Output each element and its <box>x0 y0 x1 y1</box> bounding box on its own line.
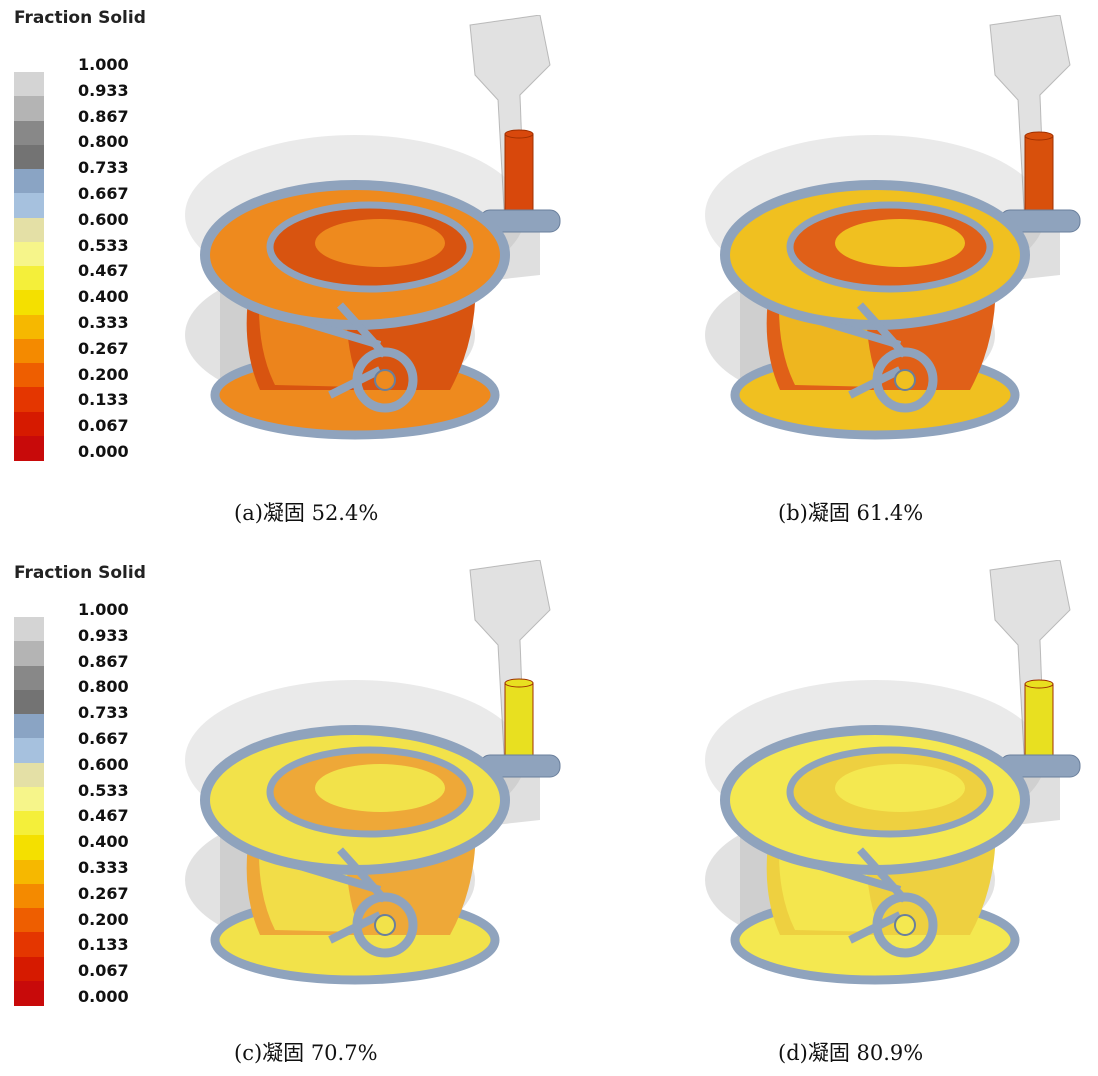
legend-title: Fraction Solid <box>14 8 146 28</box>
ring-opening <box>835 764 965 812</box>
riser <box>504 133 534 216</box>
riser-top <box>504 678 534 688</box>
hub-center <box>374 914 396 936</box>
legend-swatch <box>14 144 44 170</box>
legend-tick-label: 0.867 <box>78 106 129 126</box>
legend-tick-label: 0.467 <box>78 806 129 826</box>
legend-tick-label: 0.867 <box>78 651 129 671</box>
legend-swatch <box>14 241 44 267</box>
legend-tick-label: 0.600 <box>78 209 129 229</box>
legend-swatch <box>14 859 44 885</box>
legend-swatch <box>14 811 44 836</box>
legend-tick-label: 0.267 <box>78 338 129 358</box>
legend-swatch <box>14 932 44 957</box>
hub-ring <box>352 347 418 413</box>
ring-opening <box>835 219 965 267</box>
legend-swatch <box>14 617 44 642</box>
legend-tick-label: 0.133 <box>78 390 129 410</box>
legend-swatch <box>14 169 44 194</box>
legend-swatch <box>14 435 44 461</box>
legend-swatch <box>14 411 44 437</box>
legend-tick-label: 0.667 <box>78 729 129 748</box>
legend-tick-label: 1.000 <box>78 600 129 619</box>
legend-tick-label: 0.533 <box>78 235 129 255</box>
legend-tick-label: 0.400 <box>78 287 129 307</box>
legend-swatch <box>14 908 44 933</box>
legend-swatch <box>14 689 44 715</box>
legend-swatch <box>14 290 44 315</box>
legend-swatch <box>14 120 44 146</box>
legend-tick-label: 0.067 <box>78 961 129 981</box>
panel-c: Fraction Solid 1.000 0.933 0.867 0.800 0.733… <box>0 545 1098 1076</box>
hub-center <box>374 369 396 391</box>
legend-tick-label: 0.733 <box>78 158 129 178</box>
panel-a: Fraction Solid 1.000 0.933 0.867 0.800 0.733… <box>14 8 561 525</box>
hub-center <box>894 914 916 936</box>
casting-simulation-c <box>185 560 561 985</box>
caption-a: (a)凝固 52.4% <box>234 501 379 525</box>
riser-top <box>1024 131 1054 141</box>
hub-ring <box>352 892 418 958</box>
casting-simulation-b <box>705 15 1081 440</box>
caption-d: (d)凝固 80.9% <box>778 1041 924 1065</box>
panel-b: (b)凝固 61.4% <box>705 15 1081 525</box>
caption-c: (c)凝固 70.7% <box>234 1041 378 1065</box>
legend-tick-label: 0.000 <box>78 987 129 1006</box>
panel-d: (d)凝固 80.9% <box>0 545 1098 1076</box>
legend-swatch <box>14 387 44 412</box>
legend-title: Fraction Solid <box>14 563 146 583</box>
legend-swatch <box>14 956 44 982</box>
ring-opening <box>315 219 445 267</box>
legend-swatch <box>14 786 44 812</box>
legend-tick-label: 0.733 <box>78 703 129 723</box>
riser <box>1024 683 1054 761</box>
legend-tick-label: 1.000 <box>78 55 129 74</box>
legend-swatch <box>14 883 44 909</box>
legend-swatch <box>14 835 44 860</box>
legend-swatch <box>14 338 44 364</box>
legend-tick-label: 0.000 <box>78 442 129 461</box>
legend-tick-label: 0.267 <box>78 883 129 903</box>
legend-tick-label: 0.400 <box>78 832 129 852</box>
legend-swatch <box>14 363 44 388</box>
hub-ring <box>872 892 938 958</box>
legend-swatch <box>14 980 44 1006</box>
legend-tick-label: 0.133 <box>78 935 129 955</box>
legend-tick-label: 0.200 <box>78 364 129 384</box>
legend-tick-label: 0.667 <box>78 184 129 203</box>
legend-tick-label: 0.333 <box>78 858 129 877</box>
legend-tick-label: 0.933 <box>78 80 129 100</box>
legend-swatch <box>14 217 44 243</box>
caption-b: (b)凝固 61.4% <box>778 501 924 525</box>
legend-swatch <box>14 314 44 340</box>
hub-center <box>894 369 916 391</box>
legend-tick-label: 0.333 <box>78 313 129 332</box>
hub-ring <box>872 347 938 413</box>
legend-tick-label: 0.800 <box>78 132 129 152</box>
ring-opening <box>315 764 445 812</box>
legend-swatch <box>14 714 44 739</box>
legend-swatch <box>14 641 44 666</box>
legend-swatch <box>14 72 44 97</box>
legend-swatch <box>14 738 44 763</box>
riser-top <box>1024 679 1054 689</box>
legend-tick-label: 0.933 <box>78 625 129 645</box>
legend-tick-label: 0.533 <box>78 780 129 800</box>
casting-simulation-d <box>705 560 1081 985</box>
legend-tick-label: 0.600 <box>78 754 129 774</box>
legend-tick-label: 0.467 <box>78 261 129 281</box>
legend-tick-label: 0.067 <box>78 416 129 436</box>
legend-swatch <box>14 665 44 691</box>
legend-swatch <box>14 762 44 788</box>
legend-tick-label: 0.800 <box>78 677 129 697</box>
legend-swatch <box>14 96 44 121</box>
legend-swatch <box>14 266 44 291</box>
riser-top <box>504 129 534 139</box>
casting-simulation-a <box>185 15 561 440</box>
legend-tick-label: 0.200 <box>78 909 129 929</box>
legend-swatch <box>14 193 44 218</box>
riser <box>1024 135 1054 216</box>
